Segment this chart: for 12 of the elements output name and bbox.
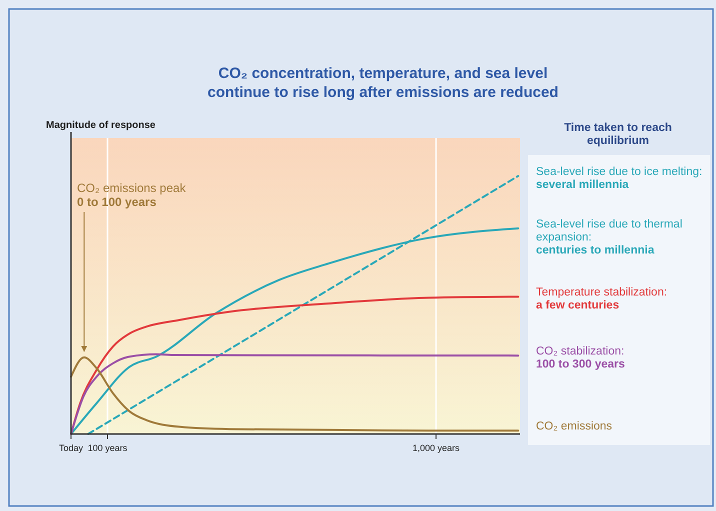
series-label: Sea-level rise due to ice melting: several millennia bbox=[536, 166, 702, 191]
y-axis-title: Magnitude of response bbox=[46, 120, 156, 131]
annotation: CO₂ emissions peak 0 to 100 years bbox=[77, 181, 187, 209]
chart-title: CO₂ concentration, temperature, and sea level continue to rise long after emissions are reduced bbox=[208, 65, 558, 101]
legend-title: Time taken to reach equilibrium bbox=[564, 122, 672, 147]
series-label: CO₂ stabilization: 100 to 300 years bbox=[536, 346, 625, 371]
x-tick-label: 1,000 years bbox=[412, 443, 460, 453]
x-tick-label: Today bbox=[58, 443, 84, 453]
x-tick-label: 100 years bbox=[88, 443, 128, 453]
series-label: CO₂ emissions bbox=[536, 420, 612, 433]
series-label: Temperature stabilization: a few centuries bbox=[536, 286, 668, 312]
series-label: Sea-level rise due to thermal expansion: centuries to millennia bbox=[536, 218, 682, 256]
